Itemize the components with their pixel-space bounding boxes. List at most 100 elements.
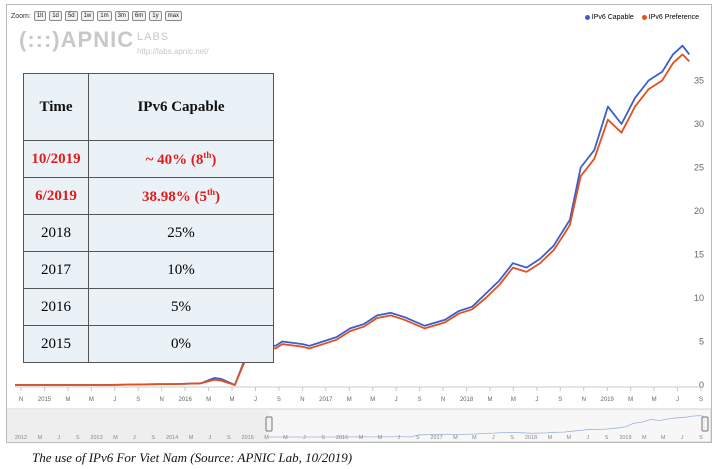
navigator-tick-label: 2018 (525, 435, 537, 441)
cell-time: 2016 (23, 288, 89, 326)
x-tick-label: N (160, 397, 164, 403)
x-tick-label: J (113, 397, 116, 403)
zoom-button-3m[interactable]: 3m (114, 11, 129, 21)
x-tick-label: M (206, 397, 211, 403)
table-row: 2015 0% (23, 325, 274, 363)
x-tick-label: 2016 (178, 397, 192, 403)
navigator-left-handle[interactable] (265, 416, 273, 432)
zoom-button-1y[interactable]: 1y (149, 11, 162, 21)
cell-ipv6-capable: 10% (88, 251, 274, 289)
navigator-tick-label: J (209, 435, 212, 441)
navigator-tick-label: S (76, 435, 80, 441)
zoom-button-5d[interactable]: 5d (64, 11, 78, 21)
chart-legend: IPv6 Capable IPv6 Preference (584, 14, 699, 21)
table-header-row: Time IPv6 Capable (23, 73, 274, 141)
x-tick-label: S (277, 397, 281, 403)
apnic-logo: (:::)APNIC (19, 27, 135, 52)
x-tick-label: M (230, 397, 235, 403)
cell-ipv6-capable: 25% (88, 214, 274, 252)
y-tick-label: 0 (699, 380, 704, 390)
navigator-tick-label: M (264, 435, 269, 441)
cell-ipv6-capable: ~ 40% (8th) (88, 140, 274, 178)
cell-time: 2015 (23, 325, 89, 363)
navigator-tick-label: 2015 (242, 435, 254, 441)
legend-label-capable: IPv6 Capable (591, 14, 634, 21)
cell-ipv6-capable: 38.98% (5th) (88, 177, 274, 215)
navigator-tick-label: M (359, 435, 364, 441)
x-tick-label: S (136, 397, 140, 403)
cell-ipv6-capable: 0% (88, 325, 274, 363)
x-tick-label: S (418, 397, 422, 403)
zoom-button-1lt[interactable]: 1lt (33, 11, 47, 21)
y-tick-label: 15 (694, 250, 704, 260)
labs-label: LABS (137, 31, 170, 43)
figure-caption: The use of IPv6 For Viet Nam (Source: AP… (32, 450, 353, 465)
y-tick-label: 35 (694, 76, 704, 86)
y-tick-label: 30 (694, 119, 704, 129)
navigator-tick-label: M (548, 435, 553, 441)
navigator-tick-label: M (378, 435, 383, 441)
series-line-ipv6-preference (15, 53, 690, 386)
navigator-tick-label: J (397, 435, 400, 441)
x-tick-label: N (19, 397, 23, 403)
legend-swatch-preference (641, 15, 647, 20)
cell-time: 2018 (23, 214, 89, 252)
navigator-tick-label: S (605, 435, 609, 441)
navigator-tick-label: M (113, 435, 118, 441)
navigator-tick-label: M (38, 435, 43, 441)
header-time: Time (23, 73, 89, 141)
table-row: 2017 10% (23, 251, 274, 289)
navigator-tick-label: M (642, 435, 647, 441)
navigator-tick-label: J (492, 435, 495, 441)
navigator-right-handle[interactable] (701, 416, 709, 432)
navigator-tick-label: 2012 (15, 435, 27, 441)
x-tick-label: N (441, 397, 445, 403)
y-tick-label: 25 (694, 163, 704, 173)
x-tick-label: 2018 (460, 397, 474, 403)
y-tick-label: 20 (694, 206, 704, 216)
x-tick-label: 2015 (38, 397, 52, 403)
zoom-button-6m[interactable]: 6m (131, 11, 147, 21)
x-tick-label: M (487, 397, 492, 403)
navigator-tick-label: J (586, 435, 589, 441)
x-tick-label: 2017 (319, 397, 333, 403)
navigator-tick-label: S (510, 435, 514, 441)
zoom-button-max[interactable]: max (164, 11, 182, 21)
x-tick-label: M (628, 397, 633, 403)
navigator-tick-label: 2017 (430, 435, 442, 441)
navigator-tick-label: 2014 (166, 435, 178, 441)
x-tick-label: J (676, 397, 679, 403)
navigator-tick-label: S (227, 435, 231, 441)
x-tick-label: J (395, 397, 398, 403)
cell-time: 10/2019 (23, 140, 89, 178)
navigator-series-line (269, 415, 704, 438)
navigator-tick-label: M (472, 435, 477, 441)
navigator-tick-label: 2016 (336, 435, 348, 441)
zoom-button-1w[interactable]: 1w (80, 11, 95, 21)
x-tick-label: 2019 (601, 397, 615, 403)
navigator-tick-label: J (57, 435, 60, 441)
zoom-button-1m[interactable]: 1m (97, 11, 112, 21)
labs-url: http://labs.apnic.net/ (137, 47, 209, 56)
navigator-tick-label: S (151, 435, 155, 441)
table-row: 10/2019 ~ 40% (8th) (23, 140, 274, 178)
navigator-tick-label: 2019 (619, 435, 631, 441)
legend-swatch-capable (584, 15, 590, 20)
zoom-button-1d[interactable]: 1d (49, 11, 62, 21)
header-ipv6-capable: IPv6 Capable (88, 73, 274, 141)
table-row: 2018 25% (23, 214, 274, 252)
zoom-bar: Zoom: 1lt 1d 5d 1w 1m 3m 6m 1y max (11, 11, 182, 21)
x-tick-label: N (582, 397, 586, 403)
navigator-tick-label: M (661, 435, 666, 441)
x-tick-label: M (511, 397, 516, 403)
table-row: 2016 5% (23, 288, 274, 326)
legend-item-preference[interactable]: IPv6 Preference (641, 14, 699, 21)
legend-item-capable[interactable]: IPv6 Capable (584, 14, 634, 21)
x-tick-label: M (65, 397, 70, 403)
series-line-ipv6-capable (15, 44, 691, 386)
navigator-tick-label: M (189, 435, 194, 441)
ipv6-table: Time IPv6 Capable 10/2019 ~ 40% (8th) 6/20… (23, 73, 274, 363)
navigator-tick-label: 2013 (90, 435, 102, 441)
apnic-watermark: (:::)APNIC LABS http://labs.apnic.net/ (19, 27, 209, 56)
cell-time: 6/2019 (23, 177, 89, 215)
